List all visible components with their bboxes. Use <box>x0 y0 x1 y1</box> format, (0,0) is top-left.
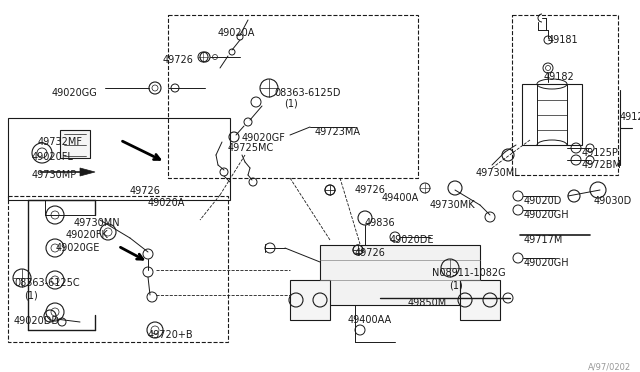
Bar <box>8 118 230 200</box>
Text: 49726: 49726 <box>163 55 194 65</box>
Text: 49726: 49726 <box>355 185 386 195</box>
Text: 49020FK: 49020FK <box>66 230 109 240</box>
Text: 49020GG: 49020GG <box>52 88 98 98</box>
Text: 49717M: 49717M <box>524 235 563 245</box>
Text: 49400AA: 49400AA <box>348 315 392 325</box>
Text: 49725MC: 49725MC <box>228 143 275 153</box>
Text: 49020A: 49020A <box>148 198 186 208</box>
Text: 49726: 49726 <box>355 248 386 258</box>
Bar <box>512 15 618 175</box>
Text: 49125P: 49125P <box>582 148 619 158</box>
Bar <box>60 130 90 158</box>
Text: 49020A: 49020A <box>218 28 255 38</box>
Text: 49020GF: 49020GF <box>242 133 286 143</box>
Text: 08363-6125C: 08363-6125C <box>14 278 79 288</box>
Bar <box>8 196 228 342</box>
Bar <box>320 245 480 305</box>
Text: 49400A: 49400A <box>382 193 419 203</box>
Text: 49020GE: 49020GE <box>56 243 100 253</box>
Polygon shape <box>80 168 95 176</box>
Bar <box>290 280 330 320</box>
Bar <box>460 280 500 320</box>
Text: A/97/0202: A/97/0202 <box>588 362 631 371</box>
Text: 49181: 49181 <box>548 35 579 45</box>
Text: 49020GH: 49020GH <box>524 210 570 220</box>
Text: 49836: 49836 <box>365 218 396 228</box>
Bar <box>522 84 582 145</box>
Text: 49030D: 49030D <box>594 196 632 206</box>
Text: 49850M: 49850M <box>408 298 447 308</box>
Text: 49020GH: 49020GH <box>524 258 570 268</box>
Text: 08363-6125D: 08363-6125D <box>274 88 340 98</box>
Text: 49720+B: 49720+B <box>148 330 194 340</box>
Text: 49726: 49726 <box>130 186 161 196</box>
Text: 49020FL: 49020FL <box>32 152 74 162</box>
Text: 49730ML: 49730ML <box>476 168 521 178</box>
Text: (1): (1) <box>284 98 298 108</box>
Text: 49125: 49125 <box>620 112 640 122</box>
Text: 49723MA: 49723MA <box>315 127 361 137</box>
Text: 49730MP: 49730MP <box>32 170 77 180</box>
Text: 4972BM: 4972BM <box>582 160 622 170</box>
Text: 49020DE: 49020DE <box>390 235 435 245</box>
Text: 49730MN: 49730MN <box>74 218 120 228</box>
Text: N08911-1082G: N08911-1082G <box>432 268 506 278</box>
Text: 49020D: 49020D <box>524 196 563 206</box>
Text: 49182: 49182 <box>544 72 575 82</box>
Text: 49732MF: 49732MF <box>38 137 83 147</box>
Text: 49020DD: 49020DD <box>14 316 60 326</box>
Text: (1): (1) <box>449 280 463 290</box>
Bar <box>168 15 418 178</box>
Text: 49730MK: 49730MK <box>430 200 476 210</box>
Text: (1): (1) <box>24 290 38 300</box>
